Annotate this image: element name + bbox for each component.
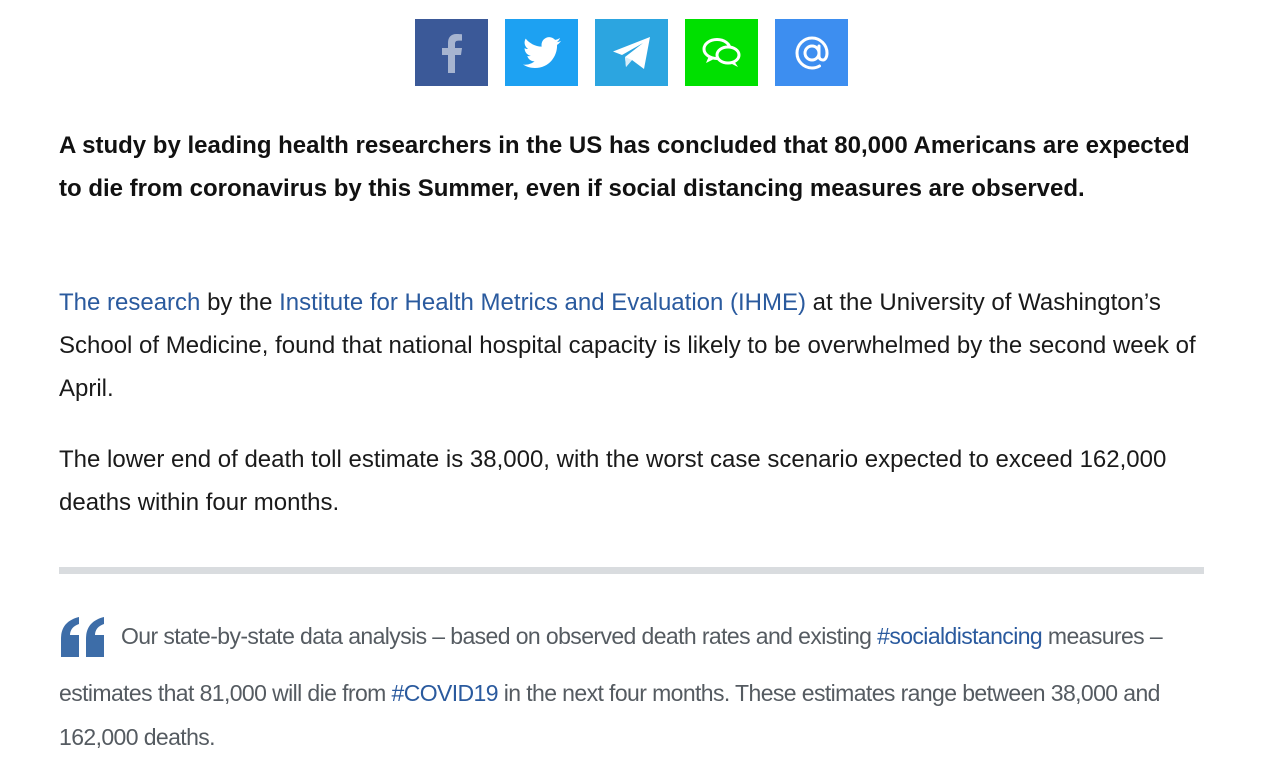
section-divider xyxy=(59,567,1204,574)
article-paragraph-1: The research by the Institute for Health… xyxy=(59,281,1209,410)
telegram-plane-icon xyxy=(612,36,650,69)
research-link[interactable]: The research xyxy=(59,289,201,316)
email-share-button[interactable] xyxy=(775,19,848,86)
chat-share-button[interactable] xyxy=(685,19,758,86)
embedded-quote: Our state-by-state data analysis – based… xyxy=(59,614,1209,759)
facebook-share-button[interactable] xyxy=(415,19,488,86)
hashtag-socialdistancing-link[interactable]: #socialdistancing xyxy=(877,623,1043,649)
share-bar xyxy=(415,19,848,86)
twitter-share-button[interactable] xyxy=(505,19,578,86)
article-lead: A study by leading health researchers in… xyxy=(59,132,1190,202)
article-paragraph-2: The lower end of death toll estimate is … xyxy=(59,446,1167,516)
paragraph-text: at the University of Washington’s School… xyxy=(59,289,1196,402)
paragraph-text: by the xyxy=(200,289,280,316)
facebook-icon xyxy=(441,33,462,73)
at-sign-icon xyxy=(794,35,829,70)
ihme-link[interactable]: Institute for Health Metrics and Evaluat… xyxy=(279,289,806,316)
hashtag-covid19-link[interactable]: #COVID19 xyxy=(391,680,499,706)
article-body: A study by leading health researchers in… xyxy=(59,124,1209,516)
quote-mark-icon xyxy=(59,617,107,671)
telegram-share-button[interactable] xyxy=(595,19,668,86)
quote-text: measures – estimates that 81,000 will di… xyxy=(59,623,1163,706)
quote-text: Our state-by-state data analysis – based… xyxy=(121,623,878,649)
chat-bubbles-icon xyxy=(702,37,740,67)
twitter-bird-icon xyxy=(522,36,561,68)
